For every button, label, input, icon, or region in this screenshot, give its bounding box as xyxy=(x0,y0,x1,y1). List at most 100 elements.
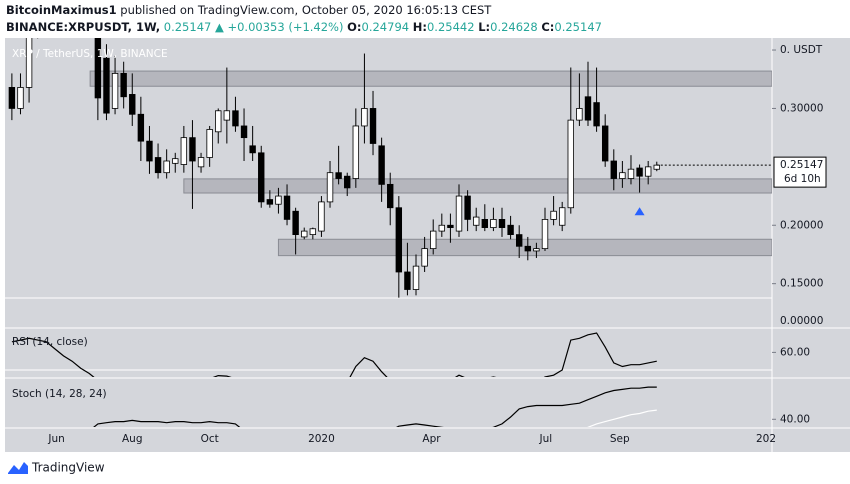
candle-body xyxy=(619,172,626,179)
x-tick-label: Aug xyxy=(122,433,143,445)
candle-body xyxy=(266,199,274,205)
candle-body xyxy=(94,38,102,99)
pane-title: RSI (14, close) xyxy=(12,336,88,348)
candle-body xyxy=(524,245,531,252)
candle-body xyxy=(369,108,377,144)
candle-body xyxy=(447,224,454,228)
countdown: 6d 10h xyxy=(784,173,821,185)
rsi-pane xyxy=(11,332,657,377)
candle-body xyxy=(301,230,308,238)
candle-body xyxy=(387,183,394,209)
change: ▲ +0.00353 (+1.42%) xyxy=(215,20,344,34)
candle-body xyxy=(17,87,24,109)
y-tick-label: 0.15000 xyxy=(780,278,823,290)
candle-body xyxy=(309,228,317,235)
candle-body xyxy=(361,108,368,127)
price-label-box xyxy=(773,156,827,188)
published: published on TradingView.com, October 05… xyxy=(120,3,492,17)
candle-body xyxy=(163,160,170,174)
candle-body xyxy=(283,195,291,220)
header-line: BitcoinMaximus1 published on TradingView… xyxy=(6,3,492,17)
candle-body xyxy=(215,110,222,133)
x-tick-label: Sep xyxy=(610,433,630,445)
candle-body xyxy=(146,140,153,162)
candle-body xyxy=(378,145,385,185)
pane-title: XRP / TetherUS, 1W, BINANCE xyxy=(12,48,168,60)
ohlc-label: L: xyxy=(478,20,490,34)
zone xyxy=(183,178,772,194)
price-pane xyxy=(8,38,772,298)
candle-body xyxy=(275,195,282,205)
candle-body xyxy=(129,94,136,115)
candle-body xyxy=(103,57,110,114)
candle-body xyxy=(601,125,609,162)
indicator-line xyxy=(93,386,657,427)
x-tick-label: Jul xyxy=(539,433,553,445)
candle-body xyxy=(541,219,549,250)
stoch-pane xyxy=(93,386,657,427)
candle-body xyxy=(507,224,514,235)
volume-axis-label: 0.00000 xyxy=(780,315,823,327)
candle-body xyxy=(223,110,231,121)
candle-body xyxy=(395,207,403,273)
candle-body xyxy=(481,219,489,228)
candle-body xyxy=(636,167,643,177)
candle-body xyxy=(154,157,162,174)
candle-body xyxy=(137,113,145,142)
candle-body xyxy=(593,102,600,127)
y-tick-label: 0. USDT xyxy=(780,44,823,56)
header-line: BINANCE:XRPUSDT, 1W, 0.25147 ▲ +0.00353 … xyxy=(6,20,602,34)
candle-body xyxy=(576,108,583,121)
ohlc-label: O: xyxy=(347,20,361,34)
last-price: 0.25147 xyxy=(164,20,212,34)
candle-body xyxy=(318,201,325,232)
ohlc-value: 0.25147 xyxy=(554,20,602,34)
candle-body xyxy=(180,137,188,165)
candle-body xyxy=(653,164,660,170)
candle-body xyxy=(404,271,411,290)
candle-body xyxy=(206,129,213,158)
candle-body xyxy=(498,219,506,228)
y-tick-label: 40.00 xyxy=(780,413,810,425)
candle-body xyxy=(421,248,428,267)
candle-body xyxy=(464,195,471,220)
candle-body xyxy=(430,230,437,250)
x-tick-label: Apr xyxy=(422,433,441,445)
candle-body xyxy=(490,219,497,228)
candle-body xyxy=(473,216,480,226)
candle-body xyxy=(644,166,652,177)
candle-body xyxy=(172,158,179,164)
candle-body xyxy=(627,168,635,179)
candle-body xyxy=(8,87,16,109)
candle-body xyxy=(189,137,196,162)
x-tick-label: 202 xyxy=(756,433,776,445)
ohlc-value: 0.25442 xyxy=(427,20,475,34)
brand-name: TradingView xyxy=(31,461,105,475)
indicator-line xyxy=(11,332,657,377)
zone xyxy=(89,70,772,87)
y-tick-label: 60.00 xyxy=(780,346,810,358)
candle-body xyxy=(567,119,574,209)
candle-body xyxy=(326,172,334,203)
candle-body xyxy=(249,145,256,154)
candle-body xyxy=(344,175,351,189)
candle-body xyxy=(550,210,557,220)
candle-body xyxy=(610,160,617,179)
pane-title: Stoch (14, 28, 24) xyxy=(12,388,107,400)
candle-body xyxy=(120,72,127,98)
ohlc-label: H: xyxy=(413,20,427,34)
candle-body xyxy=(584,96,592,121)
candle-body xyxy=(533,248,540,252)
marker xyxy=(634,207,645,216)
symbol: BINANCE:XRPUSDT, 1W, xyxy=(6,20,160,34)
candle-body xyxy=(515,234,523,247)
candle-body xyxy=(455,195,463,232)
x-tick-label: 2020 xyxy=(308,433,335,445)
candle-body xyxy=(232,110,239,127)
candle-body xyxy=(197,157,205,168)
candle-body xyxy=(335,172,342,179)
y-tick-label: 0.30000 xyxy=(780,102,823,114)
ohlc-value: 0.24628 xyxy=(490,20,538,34)
candle-body xyxy=(352,125,360,179)
